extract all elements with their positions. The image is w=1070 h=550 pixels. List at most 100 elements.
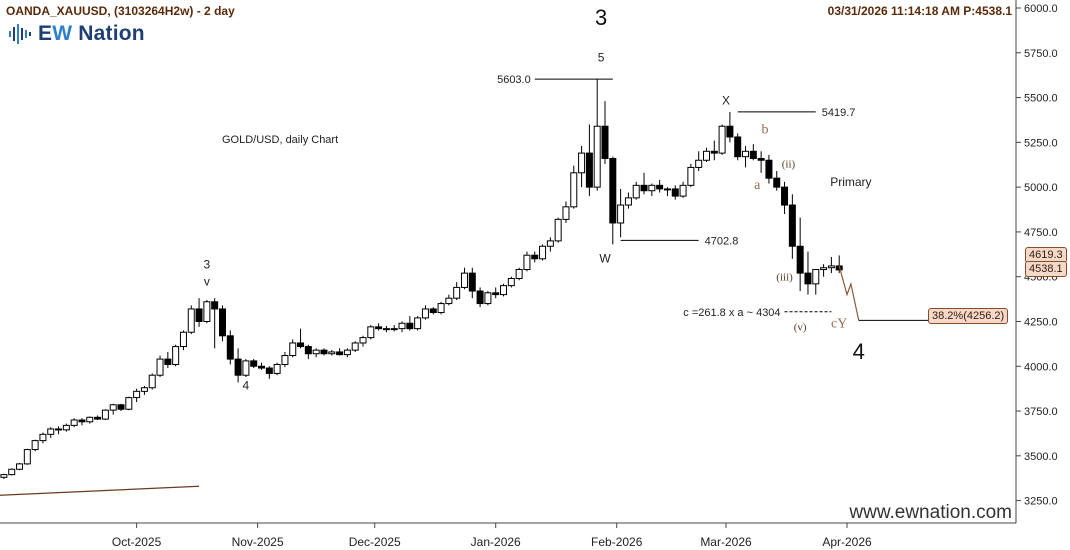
candle-down	[78, 419, 86, 423]
candle-up	[617, 204, 625, 224]
candle	[796, 217, 804, 292]
level-label: 5419.7	[822, 107, 856, 119]
candle	[554, 217, 562, 243]
projection-path	[838, 265, 860, 321]
candle	[570, 165, 578, 209]
candle-down	[757, 157, 765, 161]
candle	[500, 283, 508, 297]
candle-up	[343, 349, 351, 356]
candle-up	[281, 355, 289, 365]
candle-down	[211, 301, 219, 310]
candle	[117, 403, 125, 412]
candle-up	[445, 297, 453, 305]
candle	[351, 341, 359, 352]
wave-label: W	[599, 251, 611, 265]
axes-layer: 6000.05750.05500.05250.05000.04750.04500…	[112, 3, 1058, 549]
candle-down	[788, 204, 796, 247]
candle-up	[242, 360, 250, 376]
candle-up	[593, 125, 601, 188]
candle	[304, 344, 312, 360]
candle	[367, 325, 375, 340]
candle	[234, 348, 242, 383]
candle	[406, 316, 414, 331]
watermark: www.ewnation.com	[849, 502, 1012, 523]
candle	[726, 111, 734, 143]
candle-up	[156, 358, 164, 376]
wave-label: 3	[595, 5, 607, 30]
candle-up	[101, 409, 109, 420]
candle	[546, 237, 554, 252]
candle-down	[250, 360, 258, 367]
candle	[148, 373, 156, 390]
candle	[421, 305, 429, 320]
candle-down	[382, 328, 390, 331]
candle-up	[133, 390, 141, 399]
candle-up	[47, 428, 55, 435]
candle	[133, 388, 141, 403]
candle-up	[289, 342, 297, 357]
candle-up	[16, 463, 24, 470]
candle	[281, 351, 289, 368]
candle	[476, 287, 484, 308]
candle	[702, 147, 710, 163]
candle-down	[585, 152, 593, 188]
candle	[414, 316, 422, 331]
candle-up	[179, 331, 187, 348]
candle	[601, 101, 609, 164]
candle-up	[437, 303, 445, 314]
candle-up	[523, 254, 531, 271]
candle-down	[406, 322, 414, 330]
candle-up	[312, 349, 320, 355]
y-tick-label: 5250.0	[1024, 137, 1058, 149]
candle	[578, 145, 586, 188]
candle-down	[258, 365, 266, 369]
y-tick-label: 5500.0	[1024, 93, 1058, 105]
candle	[101, 409, 109, 420]
candle-up	[0, 474, 8, 478]
candle-up	[663, 188, 671, 191]
candle	[624, 192, 632, 209]
candle	[531, 251, 539, 263]
candle-down	[804, 272, 812, 285]
candle	[78, 418, 86, 426]
candle-up	[554, 218, 562, 242]
candle	[812, 269, 820, 295]
candle-up	[8, 468, 16, 476]
candle-down	[492, 292, 500, 296]
candle	[359, 335, 367, 347]
candle-down	[531, 254, 539, 260]
candle-down	[640, 184, 648, 192]
wave-label: X	[722, 94, 730, 108]
candle-up	[359, 337, 367, 344]
candle-up	[742, 150, 750, 158]
candle	[640, 172, 648, 195]
candle-down	[609, 157, 617, 224]
candle-up	[421, 308, 429, 319]
annotations-layer: GOLD/USD, daily Chart 5603.0 5419.7 4702.8 c…	[0, 5, 928, 496]
candle	[172, 344, 180, 367]
candle	[429, 307, 437, 315]
candle-up	[140, 387, 148, 392]
candle	[203, 299, 211, 324]
candle-down	[429, 308, 437, 314]
candle	[218, 305, 226, 342]
candle-down	[734, 136, 742, 158]
wave-label: (ii)	[782, 158, 796, 170]
symbol-header: OANDA_XAUUSD, (3103264H2w) - 2 day	[6, 4, 235, 18]
wave-label: 4	[243, 379, 250, 393]
candle-up	[820, 267, 828, 271]
candle-down	[781, 186, 789, 206]
candle	[742, 145, 750, 168]
y-tick-label: 3500.0	[1024, 451, 1058, 463]
candle-up	[562, 206, 570, 220]
x-tick-label: Mar-2026	[700, 535, 752, 549]
candle	[62, 423, 70, 432]
y-tick-label: 4250.0	[1024, 316, 1058, 328]
candle	[156, 355, 164, 378]
wave-label: (iii)	[776, 271, 793, 283]
candle-down	[304, 346, 312, 355]
wave-label: Primary	[830, 175, 871, 189]
candle-up	[109, 404, 117, 411]
ewnation-logo: EW Nation	[8, 22, 145, 46]
